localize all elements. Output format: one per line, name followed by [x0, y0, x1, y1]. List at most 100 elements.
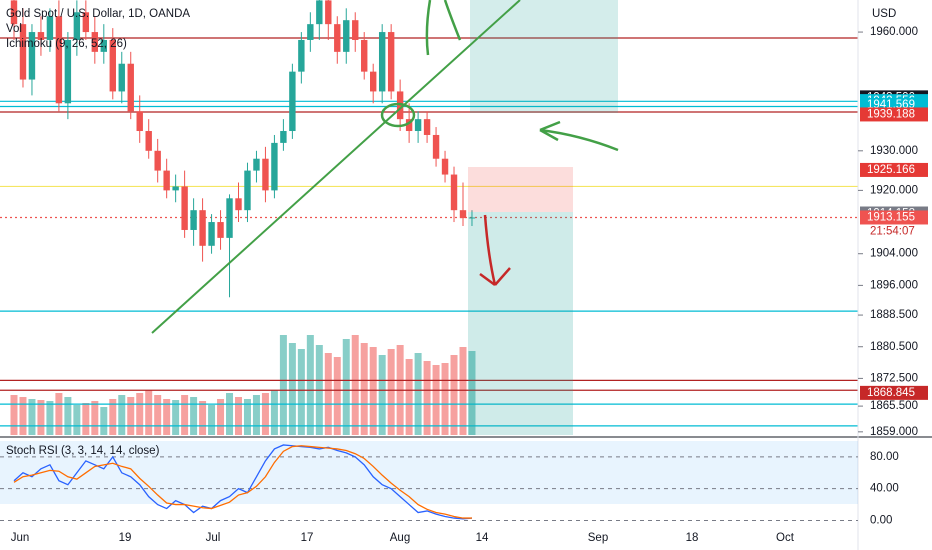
candle-body [387, 32, 395, 92]
candle-body [208, 222, 215, 246]
volume-bar [360, 343, 368, 435]
price-tag [860, 210, 928, 225]
candle-body [253, 158, 260, 171]
volume-bar [441, 363, 449, 435]
volume-bar [378, 355, 386, 435]
volume-bar [252, 395, 260, 435]
candle-body [172, 186, 179, 191]
volume-bar [405, 359, 413, 435]
volume-bar [387, 349, 395, 435]
volume-bar [145, 390, 153, 435]
price-tag-label: 1939.188 [867, 108, 915, 120]
candle-body [334, 24, 341, 52]
candle-body [226, 198, 233, 238]
candle-body [100, 39, 107, 52]
volume-bar [333, 357, 341, 435]
volume-bar [73, 405, 81, 435]
candle-body [19, 24, 27, 80]
candle-body [459, 210, 467, 219]
stoch-tick-label: 40.00 [870, 483, 899, 495]
stoch-line [13, 444, 473, 520]
candle-body [91, 32, 99, 52]
candle-body [190, 210, 197, 230]
candle-body [127, 63, 134, 112]
volume-bar [297, 349, 305, 435]
stoch-tick-label: 80.00 [870, 451, 899, 463]
volume-bar [190, 397, 198, 435]
volume-bar [10, 395, 18, 435]
arrow [539, 120, 619, 152]
volume-bar [28, 399, 36, 435]
oscillator-title: Stoch RSI (3, 3, 14, 14, close) [6, 445, 160, 457]
candle-body [181, 186, 188, 230]
x-tick-label: Jun [11, 532, 30, 544]
volume-bar [82, 403, 90, 435]
volume-bar [91, 401, 99, 435]
stoch-band [0, 441, 858, 504]
volume-bar [468, 351, 476, 435]
volume-bar [181, 395, 189, 435]
candle-body [280, 131, 287, 143]
y-tick-label: 1930.000 [870, 145, 918, 157]
candle-body [217, 222, 224, 238]
price-tag [860, 107, 928, 122]
candle-body [46, 16, 54, 40]
volume-bar [19, 397, 27, 435]
volume-bar [55, 393, 63, 435]
candle-body [199, 210, 206, 246]
volume-bar [243, 399, 251, 435]
x-tick-label: 18 [686, 532, 699, 544]
candle-body [37, 32, 45, 40]
price-tag-label: 1868.845 [867, 387, 915, 399]
volume-bar [172, 400, 180, 435]
volume-bar [342, 339, 350, 435]
x-tick-label: 17 [301, 532, 314, 544]
volume-bar [450, 355, 458, 435]
candle-body [136, 111, 143, 132]
candle-body [316, 0, 323, 25]
volume-bar [46, 401, 54, 435]
y-tick-label: 1888.500 [870, 309, 918, 321]
x-tick-label: Oct [776, 532, 795, 544]
candle-body [118, 63, 125, 92]
volume-bar [163, 399, 171, 435]
x-tick-label: Aug [390, 532, 410, 544]
y-tick-label: 1896.000 [870, 279, 918, 291]
candle-body [343, 20, 350, 52]
candle-body [423, 119, 431, 135]
y-tick-label: 1872.500 [870, 372, 918, 384]
volume-bar [64, 397, 72, 435]
stop-zone [468, 167, 573, 212]
volume-bar [459, 347, 467, 435]
trendline [151, 0, 521, 334]
volume-bar [235, 397, 242, 435]
candle-body [109, 39, 116, 92]
volume-bar [279, 335, 287, 435]
candle-body [235, 198, 242, 211]
volume-bar [324, 353, 332, 435]
candle-body [163, 170, 170, 191]
indicator: Vol [6, 23, 22, 35]
stoch-tick-label: 0.00 [870, 514, 892, 526]
candle-body [378, 32, 386, 92]
volume-bar [154, 395, 162, 435]
volume-bar [351, 335, 359, 435]
volume-bar [208, 405, 216, 435]
candle-body [28, 32, 36, 80]
x-tick-label: 19 [119, 532, 132, 544]
arrow [425, 0, 462, 56]
y-tick-label: 1880.500 [870, 341, 918, 353]
candle-body [289, 71, 296, 132]
x-tick-label: Sep [588, 532, 608, 544]
volume-bar [261, 393, 269, 435]
stoch-line [13, 445, 472, 519]
volume-bar [100, 407, 108, 435]
candle-body [262, 158, 269, 191]
candle-body [55, 16, 63, 104]
arrow [479, 214, 511, 287]
volume-bar [306, 335, 314, 435]
candle-body [82, 12, 90, 33]
profit-zone [468, 212, 573, 435]
candle-body [441, 158, 449, 175]
candle-body [10, 0, 18, 25]
